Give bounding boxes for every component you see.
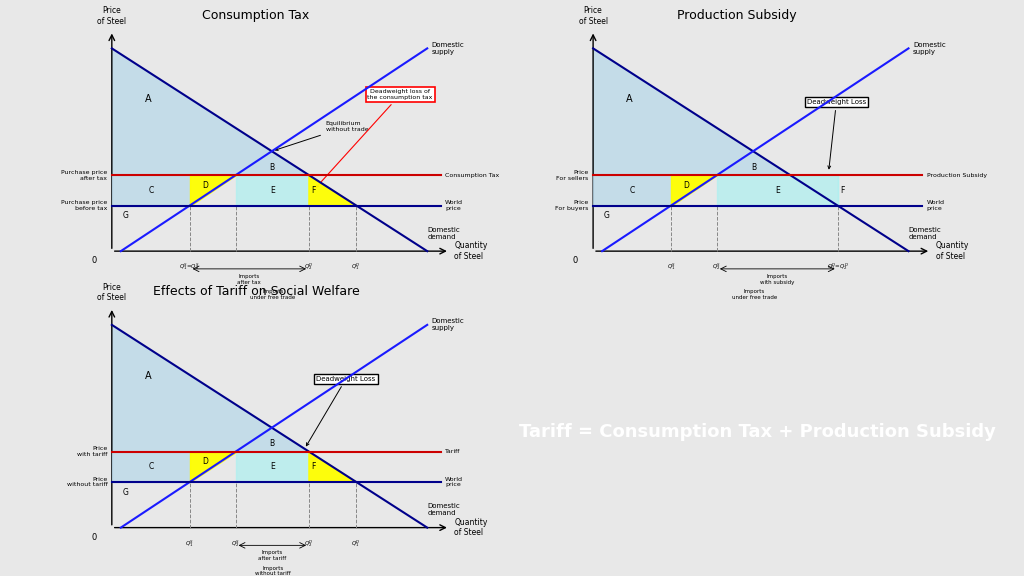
Text: Imports
after tariff: Imports after tariff <box>258 551 287 561</box>
Text: A: A <box>626 94 633 104</box>
Text: Domestic
supply: Domestic supply <box>432 319 465 331</box>
Text: G: G <box>123 211 128 220</box>
Polygon shape <box>236 452 309 482</box>
Text: D: D <box>202 457 208 466</box>
Polygon shape <box>593 48 753 175</box>
Text: Imports
with subsidy: Imports with subsidy <box>760 274 795 285</box>
Text: Domestic
demand: Domestic demand <box>427 227 460 240</box>
Text: F: F <box>311 186 315 195</box>
Polygon shape <box>112 48 271 175</box>
Text: Price
of Steel: Price of Steel <box>579 6 607 25</box>
Text: E: E <box>270 463 274 471</box>
Text: Imports
without tariff: Imports without tariff <box>255 566 291 576</box>
Polygon shape <box>236 151 309 175</box>
Text: Quantity
of Steel: Quantity of Steel <box>455 518 487 537</box>
Polygon shape <box>309 175 356 206</box>
Title: Effects of Tariff on Social Welfare: Effects of Tariff on Social Welfare <box>153 285 359 298</box>
Title: Production Subsidy: Production Subsidy <box>678 9 797 22</box>
Text: E: E <box>775 186 779 195</box>
Text: Price
with tariff: Price with tariff <box>77 446 108 457</box>
Text: $Q_1^S$: $Q_1^S$ <box>185 538 195 548</box>
Polygon shape <box>112 452 189 482</box>
Text: Deadweight Loss: Deadweight Loss <box>807 99 866 169</box>
Text: F: F <box>311 463 315 471</box>
Polygon shape <box>717 151 791 175</box>
Text: Quantity
of Steel: Quantity of Steel <box>455 241 487 261</box>
Text: Domestic
supply: Domestic supply <box>432 42 465 55</box>
Polygon shape <box>189 175 236 206</box>
Text: E: E <box>270 186 274 195</box>
Text: Purchase price
after tax: Purchase price after tax <box>61 170 108 180</box>
Text: $Q_2^D$: $Q_2^D$ <box>304 538 313 548</box>
Text: Deadweight loss of
the consumption tax: Deadweight loss of the consumption tax <box>316 89 433 187</box>
Text: World
price: World price <box>445 476 463 487</box>
Text: Domestic
demand: Domestic demand <box>908 227 941 240</box>
Text: Tariff: Tariff <box>445 449 461 454</box>
Text: Domestic
supply: Domestic supply <box>913 42 946 55</box>
Text: D: D <box>683 181 689 190</box>
Text: G: G <box>123 488 128 497</box>
Text: $Q_1^D$=$Q_2^D$: $Q_1^D$=$Q_2^D$ <box>826 262 849 272</box>
Text: A: A <box>144 94 152 104</box>
Text: $Q_1^D$: $Q_1^D$ <box>351 262 361 272</box>
Polygon shape <box>112 325 271 452</box>
Text: $Q_2^S$: $Q_2^S$ <box>231 538 241 548</box>
Text: 0: 0 <box>572 256 578 265</box>
Title: Consumption Tax: Consumption Tax <box>203 9 309 22</box>
Text: Quantity
of Steel: Quantity of Steel <box>936 241 969 261</box>
Text: C: C <box>148 186 154 195</box>
Text: $Q_1^S$=$Q_2^S$: $Q_1^S$=$Q_2^S$ <box>179 262 201 272</box>
Text: World
price: World price <box>927 200 944 211</box>
Text: B: B <box>751 162 756 172</box>
Text: F: F <box>840 186 844 195</box>
Text: $Q_1^S$: $Q_1^S$ <box>667 262 676 272</box>
Text: G: G <box>604 211 609 220</box>
Text: C: C <box>148 463 154 471</box>
Text: D: D <box>202 181 208 190</box>
Polygon shape <box>671 175 717 206</box>
Polygon shape <box>236 175 309 206</box>
Polygon shape <box>236 428 309 452</box>
Text: $Q_2^S$: $Q_2^S$ <box>713 262 722 272</box>
Text: B: B <box>269 162 274 172</box>
Text: Production Subsidy: Production Subsidy <box>927 173 987 177</box>
Text: A: A <box>144 370 152 381</box>
Text: Imports
after tax: Imports after tax <box>238 274 261 285</box>
Text: Imports
under free trade: Imports under free trade <box>732 289 777 300</box>
Text: Price
of Steel: Price of Steel <box>97 6 126 25</box>
Text: Price
For sellers: Price For sellers <box>556 170 589 180</box>
Text: B: B <box>269 439 274 448</box>
Text: 0: 0 <box>91 533 96 541</box>
Text: Domestic
demand: Domestic demand <box>427 503 460 516</box>
Text: $Q_2^D$: $Q_2^D$ <box>304 262 313 272</box>
Polygon shape <box>593 175 671 206</box>
Text: 0: 0 <box>91 256 96 265</box>
Text: Imports
under free trade: Imports under free trade <box>251 289 296 300</box>
Text: Equilibrium
without trade: Equilibrium without trade <box>275 121 369 150</box>
Text: Deadweight Loss: Deadweight Loss <box>306 376 376 446</box>
Text: Tariff = Consumption Tax + Production Subsidy: Tariff = Consumption Tax + Production Su… <box>519 423 996 441</box>
Polygon shape <box>717 175 838 206</box>
Text: $Q_1^D$: $Q_1^D$ <box>351 538 361 548</box>
Polygon shape <box>189 452 236 482</box>
Polygon shape <box>112 175 189 206</box>
Polygon shape <box>309 452 356 482</box>
Text: Price
without tariff: Price without tariff <box>67 476 108 487</box>
Text: World
price: World price <box>445 200 463 211</box>
Text: C: C <box>630 186 635 195</box>
Text: Price
For buyers: Price For buyers <box>555 200 589 211</box>
Text: Consumption Tax: Consumption Tax <box>445 173 500 177</box>
Text: Purchase price
before tax: Purchase price before tax <box>61 200 108 211</box>
Text: Price
of Steel: Price of Steel <box>97 283 126 302</box>
